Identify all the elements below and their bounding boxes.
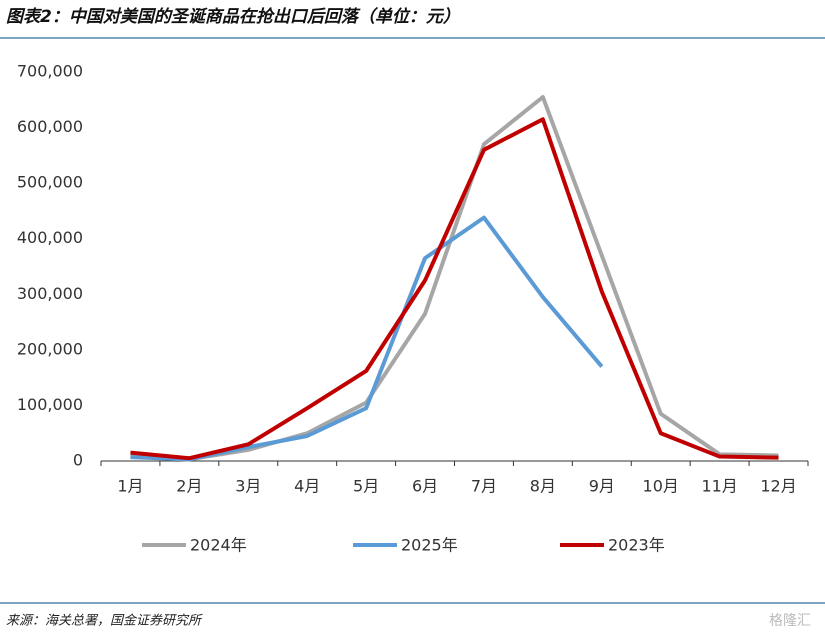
- legend-label: 2025年: [401, 536, 458, 555]
- x-tick-label: 7月: [471, 477, 497, 496]
- y-tick-label: 300,000: [17, 284, 83, 303]
- line-series: [130, 117, 779, 461]
- y-tick-label: 500,000: [17, 173, 83, 192]
- x-tick-label: 4月: [294, 477, 320, 496]
- x-tick-label: 10月: [643, 477, 679, 496]
- x-tick-label: 1月: [117, 477, 143, 496]
- y-tick-label: 600,000: [17, 117, 83, 136]
- y-tick-label: 100,000: [17, 395, 83, 414]
- y-tick-label: 700,000: [17, 62, 83, 81]
- legend-label: 2023年: [608, 536, 665, 555]
- x-tick-label: 11月: [701, 477, 737, 496]
- line-series: [130, 95, 779, 462]
- x-tick-label: 5月: [353, 477, 379, 496]
- y-tick-label: 400,000: [17, 228, 83, 247]
- watermark: 格隆汇: [769, 613, 811, 629]
- x-tick-label: 12月: [760, 477, 796, 496]
- y-tick-label: 200,000: [17, 339, 83, 358]
- x-tick-label: 9月: [589, 477, 615, 496]
- source: 来源：海关总署，国金证券研究所: [6, 613, 203, 629]
- x-tick-label: 8月: [530, 477, 556, 496]
- line-series: [130, 215, 604, 462]
- x-tick-label: 2月: [176, 477, 202, 496]
- x-tick-label: 3月: [235, 477, 261, 496]
- chart-title: 图表2：中国对美国的圣诞商品在抢出口后回落（单位：元）: [6, 7, 460, 27]
- y-tick-label: 0: [73, 451, 83, 470]
- legend-label: 2024年: [190, 536, 247, 555]
- x-tick-label: 6月: [412, 477, 438, 496]
